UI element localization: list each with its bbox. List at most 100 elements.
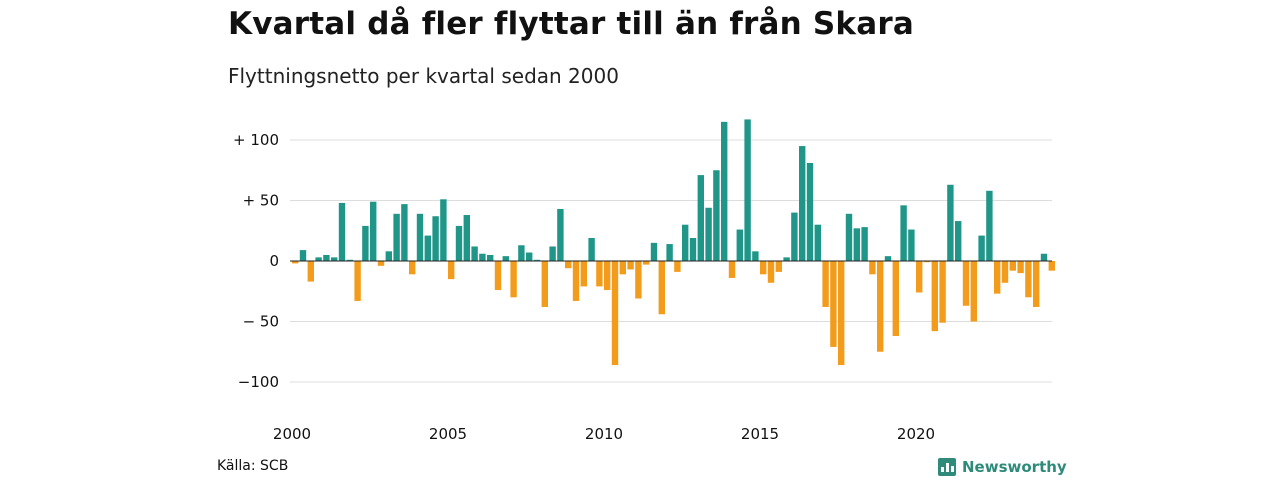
x-tick-label: 2015 <box>741 425 779 443</box>
bar <box>338 202 346 261</box>
bar <box>775 261 782 272</box>
bar <box>947 184 954 261</box>
x-tick-label: 2010 <box>585 425 623 443</box>
bar <box>674 261 681 272</box>
bar <box>791 212 798 261</box>
bar <box>643 261 650 265</box>
x-tick-label: 2020 <box>897 425 935 443</box>
bar <box>510 261 517 298</box>
bar <box>806 162 814 261</box>
bar <box>432 216 439 261</box>
bar <box>658 261 665 315</box>
bar <box>440 199 447 261</box>
bar <box>487 254 494 261</box>
bar <box>479 253 486 261</box>
bar <box>799 146 806 261</box>
brand-logo: Newsworthy <box>938 456 1067 478</box>
bar <box>994 261 1001 294</box>
x-tick-label: 2000 <box>273 425 311 443</box>
x-axis-ticks: 2000 2005 2010 2015 2020 <box>273 425 935 443</box>
bar <box>689 238 697 261</box>
bar <box>619 261 626 275</box>
bar <box>580 261 587 287</box>
bar <box>549 246 556 261</box>
bar <box>572 261 580 301</box>
bar-chart: + 100 + 50 0 − 50 −100 2000 2005 2010 2015 2020 <box>233 119 1055 443</box>
bar <box>830 261 837 347</box>
bar <box>705 207 712 261</box>
bar <box>916 261 923 293</box>
bar <box>1033 261 1040 307</box>
bar <box>362 225 369 261</box>
bar <box>292 261 299 264</box>
bar <box>494 261 502 291</box>
y-axis-ticks: + 100 + 50 0 − 50 −100 <box>233 131 279 391</box>
bar <box>377 261 385 266</box>
bar <box>635 261 642 299</box>
bar <box>346 259 353 261</box>
bar <box>518 245 525 261</box>
bar <box>557 208 564 261</box>
bar <box>877 261 884 352</box>
y-tick-label: − 50 <box>243 313 279 331</box>
bar <box>315 257 322 261</box>
bar <box>955 221 962 261</box>
bar <box>845 213 853 261</box>
bar <box>393 213 400 261</box>
bar <box>409 261 416 275</box>
bar <box>526 252 533 261</box>
bar <box>931 261 938 332</box>
bar <box>354 261 361 301</box>
bar <box>611 261 619 366</box>
bar <box>900 205 907 261</box>
bar <box>814 224 821 261</box>
bar <box>861 227 868 261</box>
x-tick-label: 2005 <box>429 425 467 443</box>
bar <box>627 261 634 270</box>
bar <box>299 250 307 261</box>
bar <box>713 170 720 261</box>
bar <box>588 238 595 261</box>
bar <box>892 261 899 337</box>
bar <box>923 261 931 263</box>
bar <box>939 261 946 323</box>
bar <box>463 215 470 261</box>
bar <box>416 213 424 261</box>
y-tick-label: + 50 <box>243 192 279 210</box>
bar <box>1025 261 1032 298</box>
bar <box>323 254 330 261</box>
chart-subtitle: Flyttningsnetto per kvartal sedan 2000 <box>228 64 619 88</box>
bar <box>385 251 392 261</box>
bar <box>471 246 478 261</box>
bar <box>752 251 759 261</box>
bar <box>331 257 338 261</box>
bar <box>721 121 728 261</box>
chart-title: Kvartal då fler flyttar till än från Ska… <box>228 6 914 42</box>
bar <box>401 204 408 261</box>
grid-lines <box>290 139 1052 383</box>
bar <box>853 228 860 261</box>
bar <box>541 261 548 307</box>
bar <box>565 261 572 269</box>
bar <box>697 175 704 261</box>
bar <box>736 229 743 261</box>
bar <box>908 229 915 261</box>
bar <box>838 261 845 366</box>
bar <box>760 261 767 275</box>
bar <box>869 261 876 275</box>
bar <box>962 261 970 306</box>
bar-chart-icon <box>938 458 956 476</box>
bar <box>884 256 892 261</box>
bar <box>986 190 993 261</box>
bar <box>650 242 658 261</box>
bar <box>783 257 790 261</box>
bar <box>1040 253 1048 261</box>
bar <box>1048 261 1055 271</box>
bar <box>666 244 673 261</box>
y-tick-label: −100 <box>238 373 279 391</box>
bar <box>533 259 541 261</box>
bar <box>1009 261 1016 271</box>
bar <box>978 235 985 261</box>
bar <box>822 261 829 307</box>
y-tick-label: + 100 <box>233 131 279 149</box>
